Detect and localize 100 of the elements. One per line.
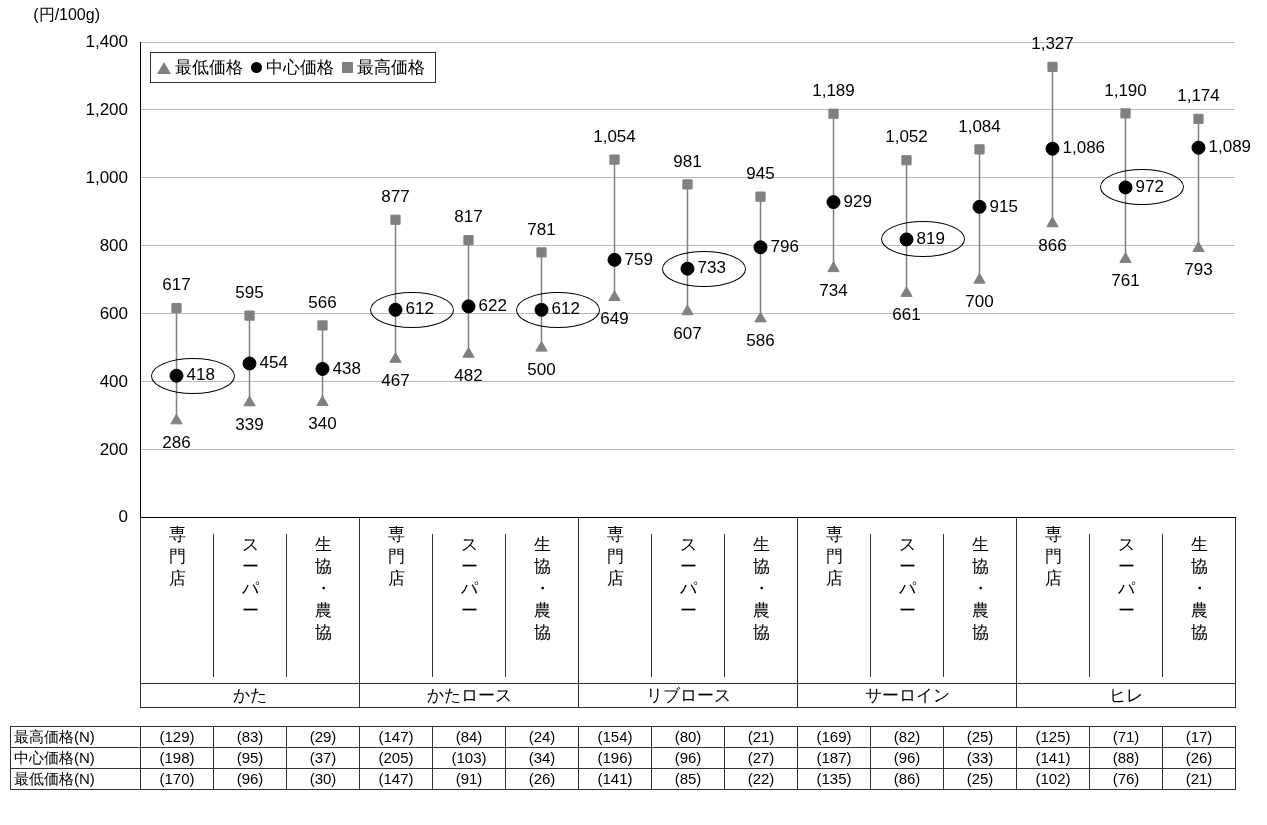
data-label: 817	[454, 207, 483, 227]
text: (170)	[140, 767, 214, 790]
data-label: 781	[527, 219, 556, 239]
data-label: 761	[1111, 271, 1140, 291]
point	[169, 368, 184, 383]
data-label: 286	[162, 432, 191, 452]
x-tick-label: 専門店	[167, 523, 187, 590]
point	[607, 252, 622, 267]
data-label: 454	[259, 353, 288, 373]
text: (147)	[359, 725, 433, 748]
text: (25)	[943, 767, 1017, 790]
data-label: 612	[551, 299, 580, 319]
text: リブロース	[578, 682, 798, 708]
point	[244, 310, 255, 321]
data-label: 1,084	[958, 116, 1001, 136]
point	[242, 356, 257, 371]
point	[972, 199, 987, 214]
text: (17)	[1162, 725, 1236, 748]
data-label: 1,052	[885, 127, 928, 147]
text: (82)	[870, 725, 944, 748]
data-label: 1,174	[1177, 86, 1220, 105]
text: 中心価格(N)	[10, 746, 141, 769]
point	[682, 179, 693, 190]
text: (21)	[1162, 767, 1236, 790]
text: (198)	[140, 746, 214, 769]
y-tick-label: 1,000	[85, 167, 128, 187]
x-tick-label: 生協・農協	[313, 533, 333, 644]
data-label: 972	[1135, 177, 1164, 197]
point	[1192, 241, 1205, 253]
data-label: 866	[1038, 235, 1067, 255]
text: (91)	[432, 767, 506, 790]
text: (83)	[213, 725, 287, 748]
data-label: 734	[819, 280, 848, 300]
data-label: 622	[478, 296, 507, 316]
text: (34)	[505, 746, 579, 769]
text: (169)	[797, 725, 871, 748]
data-label: 929	[843, 191, 872, 211]
text: (141)	[1016, 746, 1090, 769]
data-label: 612	[405, 299, 434, 319]
text: (22)	[724, 767, 798, 790]
point	[681, 304, 694, 316]
y-tick-label: 1,400	[85, 31, 128, 51]
text: (80)	[651, 725, 725, 748]
text: (88)	[1089, 746, 1163, 769]
text: (37)	[286, 746, 360, 769]
x-tick-label: 専門店	[824, 523, 844, 590]
point	[1047, 61, 1058, 72]
point	[828, 108, 839, 119]
point	[899, 232, 914, 247]
text: かたロース	[359, 682, 579, 708]
text: (141)	[578, 767, 652, 790]
data-label: 981	[673, 151, 702, 171]
text: 最低価格(N)	[10, 767, 141, 790]
text: (147)	[359, 767, 433, 790]
data-label: 467	[381, 371, 410, 391]
x-tick-label: スーパー	[240, 533, 260, 622]
x-tick-label: 生協・農協	[970, 533, 990, 644]
point	[900, 286, 913, 297]
data-label: 649	[600, 309, 629, 329]
data-label: 700	[965, 292, 994, 312]
point	[680, 261, 695, 276]
data-label: 1,089	[1208, 137, 1252, 157]
data-label: 566	[308, 292, 337, 312]
text: (96)	[651, 746, 725, 769]
text: (205)	[359, 746, 433, 769]
text: (102)	[1016, 767, 1090, 790]
text: (71)	[1089, 725, 1163, 748]
x-tick-label: スーパー	[678, 533, 698, 622]
data-label: 1,054	[593, 126, 636, 146]
text: (21)	[724, 725, 798, 748]
point	[755, 191, 766, 202]
text: (76)	[1089, 767, 1163, 790]
point	[753, 240, 768, 255]
text: (187)	[797, 746, 871, 769]
data-label: 733	[697, 258, 726, 278]
y-tick-label: 200	[99, 439, 128, 459]
text: (29)	[286, 725, 360, 748]
data-label: 661	[892, 305, 921, 325]
data-label: 793	[1184, 260, 1213, 280]
point	[974, 144, 985, 155]
x-tick-label: 生協・農協	[751, 533, 771, 644]
text: (30)	[286, 767, 360, 790]
data-label: 586	[746, 330, 775, 350]
text: サーロイン	[797, 682, 1017, 708]
text: (103)	[432, 746, 506, 769]
data-label: 1,086	[1062, 138, 1106, 158]
text: (24)	[505, 725, 579, 748]
text: (84)	[432, 725, 506, 748]
text: (196)	[578, 746, 652, 769]
data-label: 617	[162, 275, 191, 295]
data-label: 1,189	[812, 80, 855, 100]
point	[1191, 140, 1206, 155]
text: (85)	[651, 767, 725, 790]
point	[388, 302, 403, 317]
data-label: 340	[308, 414, 337, 434]
point	[827, 261, 840, 273]
point	[1193, 113, 1204, 124]
data-label: 877	[381, 186, 410, 206]
data-label: 796	[770, 236, 799, 256]
point	[317, 320, 328, 331]
